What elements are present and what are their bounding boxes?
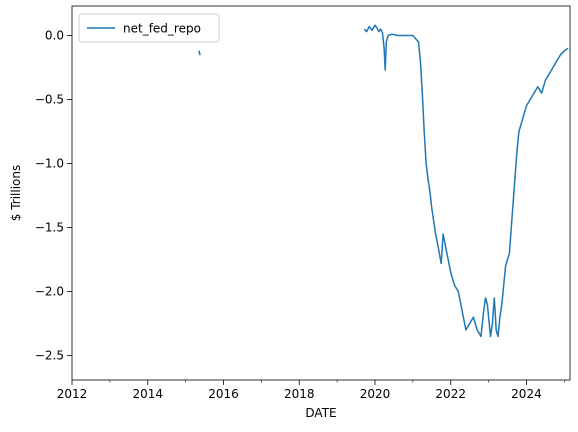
y-axis-ticks: 0.0 −0.5 −1.0 −1.5 −2.0 −2.5 <box>35 28 72 363</box>
x-tick-label: 2018 <box>284 387 315 401</box>
legend-box <box>78 13 220 43</box>
x-tick-label: 2012 <box>57 387 88 401</box>
x-tick-label: 2014 <box>132 387 163 401</box>
x-tick-label: 2016 <box>208 387 239 401</box>
y-axis-label: $ Trillions <box>9 165 23 221</box>
x-tick-label: 2024 <box>511 387 542 401</box>
x-axis-ticks: 2012 2014 2016 2018 2020 2022 2024 <box>57 380 565 401</box>
series-line-segment <box>198 50 201 56</box>
x-tick-label: 2020 <box>360 387 391 401</box>
x-axis-label: DATE <box>305 406 336 420</box>
y-tick-label: −1.5 <box>35 221 64 235</box>
y-tick-label: −2.5 <box>35 349 64 363</box>
y-tick-label: 0.0 <box>45 28 64 42</box>
y-tick-label: −1.0 <box>35 157 64 171</box>
legend: net_fed_repo <box>78 13 220 43</box>
y-tick-label: −0.5 <box>35 93 64 107</box>
plot-frame <box>71 5 571 381</box>
legend-entry: net_fed_repo <box>123 22 201 36</box>
series-lines <box>198 24 569 338</box>
x-tick-label: 2022 <box>435 387 466 401</box>
series-line-segment <box>363 24 569 338</box>
y-tick-label: −2.0 <box>35 285 64 299</box>
